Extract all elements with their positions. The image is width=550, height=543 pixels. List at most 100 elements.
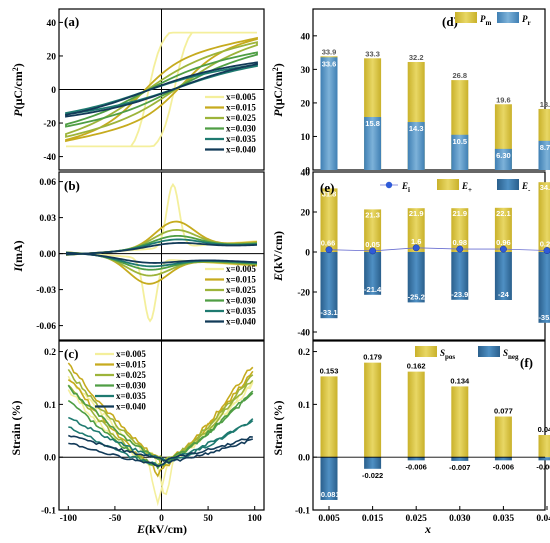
panel-b-ytick-label: 0.03 — [39, 214, 56, 224]
panel-f-xtick-label: 0.040 — [536, 514, 550, 524]
panel-c-legend-label: x=0.015 — [116, 360, 146, 370]
panel-e-legend-swatch-Eminus — [497, 179, 519, 190]
panel-c-xtick-label: 0 — [159, 514, 164, 524]
panel-d-ytick-label: 10 — [301, 133, 311, 143]
panel-f-label-Spos: 0.134 — [450, 376, 470, 385]
panel-e-Ei-point — [325, 246, 333, 254]
panel-f-legend-Spos: Spos — [440, 348, 455, 361]
panel-d-frame — [312, 8, 546, 171]
panel-d-legend-Pm: Pm — [480, 14, 492, 27]
panel-f-label-Spos: 0.153 — [320, 366, 339, 375]
panel-a-ytick-label: -20 — [43, 120, 56, 130]
panel-f-label-Sneg: -0.081 — [318, 490, 339, 499]
panel-d-label-Pr: 8.70 — [540, 143, 550, 152]
panel-e-label-Ei: 0.96 — [496, 238, 511, 247]
panel-b-legend-label: x=0.030 — [226, 296, 256, 306]
panel-f-legend-Sneg: Sneg — [503, 348, 519, 361]
panel-f-ytick-label: 0.2 — [298, 348, 310, 358]
panel-c-legend-label: x=0.005 — [116, 349, 146, 359]
panel-e-label-Ei: 1.6 — [411, 237, 421, 246]
panel-d-bar-Pm — [538, 108, 550, 170]
panel-a-legend-label: x=0.040 — [226, 145, 256, 155]
panel-b-legend-label: x=0.040 — [226, 317, 256, 327]
panel-d-bar-Pr — [407, 122, 425, 170]
panel-e-label-Eplus: 21.9 — [452, 209, 467, 218]
panel-e-legend-Eminus: E- — [521, 181, 531, 194]
panel-e-bar-Eminus — [320, 252, 338, 319]
panel-d-ytick-label: 0 — [305, 167, 310, 177]
panel-f-bar-Spos — [320, 376, 338, 458]
panel-f-bar-Spos — [364, 362, 382, 458]
panel-f-bar-Sneg — [538, 457, 550, 461]
panel-e-label-Ei: 0.66 — [321, 239, 336, 248]
panel-c-plot — [59, 341, 264, 510]
panel-f-label-Sneg: -0.006 — [406, 462, 427, 471]
panel-b-legend-label: x=0.035 — [226, 306, 256, 316]
panel-d-label-Pm: 33.9 — [322, 47, 337, 56]
panel-e-bar-Eplus — [407, 208, 425, 252]
panel-c-xlabel: E(kV/cm) — [136, 522, 187, 536]
panel-f-frame — [312, 340, 546, 511]
panel-e-bar-Eplus — [320, 188, 338, 252]
panel-e-label-Ei: 0.05 — [365, 240, 380, 249]
panel-b-current-x=0.040 — [65, 242, 258, 264]
panel-c-ytick-label: -0.1 — [41, 507, 56, 517]
panel-e-Ei-point — [456, 245, 464, 253]
panel-d-ytick-label: 40 — [301, 32, 311, 42]
panel-e-ytick-label: 40 — [301, 169, 311, 179]
panel-b-ytick-label: -0.03 — [36, 286, 56, 296]
panel-e-bar-Eplus — [364, 209, 382, 252]
panel-e-letter: (e) — [320, 180, 334, 195]
panel-f-bar-Sneg — [451, 457, 469, 461]
panel-e-bar-Eminus — [407, 252, 425, 303]
panel-e-Ei-point — [412, 244, 420, 252]
panel-f-bar-Sneg — [364, 457, 382, 469]
panel-f-xtick-label: 0.015 — [362, 514, 384, 524]
panel-d-bar-Pr — [538, 140, 550, 170]
panel-d-label-Pm: 32.2 — [409, 53, 424, 62]
panel-e-ylabel: E(kV/cm) — [271, 231, 285, 282]
panel-d-letter: (d) — [442, 14, 458, 29]
panel-b-legend-label: x=0.025 — [226, 285, 256, 295]
panel-c-xtick-label: -100 — [60, 514, 78, 524]
panel-e-label-Eplus: 21.9 — [409, 209, 424, 218]
panel-f-bar-Spos — [451, 386, 469, 458]
panel-d-label-Pm: 26.8 — [452, 71, 467, 80]
panel-e-legend-Ei: Ei — [401, 181, 410, 194]
panel-d-label-Pr: 6.30 — [496, 151, 511, 160]
panel-e-label-Eplus: 34.9 — [540, 183, 550, 192]
panel-e-bar-Eplus — [538, 182, 550, 252]
panel-b-legend-label: x=0.005 — [226, 264, 256, 274]
panel-c-xtick-label: 50 — [203, 514, 213, 524]
panel-a-loop-x=0.040 — [65, 61, 258, 118]
panel-f-label-Sneg: -0.007 — [449, 463, 470, 472]
panel-a-legend-label: x=0.030 — [226, 124, 256, 134]
panel-f-label-Spos: 0.042 — [538, 425, 550, 434]
panel-e-label-Eminus: -21.4 — [364, 285, 382, 294]
panel-d-label-Pr: 15.8 — [365, 119, 380, 128]
panel-e-ytick-label: 20 — [301, 209, 311, 219]
panel-f-ytick-label: 0.0 — [298, 454, 310, 464]
panel-f-bar-Spos — [538, 435, 550, 458]
panel-a-legend-label: x=0.035 — [226, 134, 256, 144]
panel-e-bar-Eminus — [451, 252, 469, 300]
panel-b-letter: (b) — [64, 178, 80, 193]
panel-e-label-Ei: 0.98 — [452, 238, 467, 247]
panel-f-legend-swatch-Spos — [415, 346, 437, 357]
panel-f-xlabel: x — [424, 522, 431, 536]
panel-c-ylabel: Strain (%) — [9, 401, 23, 456]
panel-e-label-Eminus: -24 — [498, 290, 510, 299]
panel-e-bar-Eminus — [538, 252, 550, 323]
panel-d-bar-Pr — [451, 134, 469, 170]
panel-e-Ei-point — [499, 245, 507, 253]
panel-e-bar-Eplus — [451, 208, 469, 252]
panel-f-label-Sneg: -0.022 — [362, 471, 383, 480]
panel-e-bar-Eplus — [494, 207, 512, 252]
panel-b-ytick-label: 0.06 — [39, 178, 56, 188]
panel-c-legend-label: x=0.025 — [116, 370, 146, 380]
panel-f-bar-Sneg — [494, 457, 512, 461]
panel-a-letter: (a) — [64, 14, 79, 29]
panel-e-label-Eminus: -33.1 — [320, 308, 337, 317]
panel-b-ytick-label: -0.06 — [36, 322, 56, 332]
